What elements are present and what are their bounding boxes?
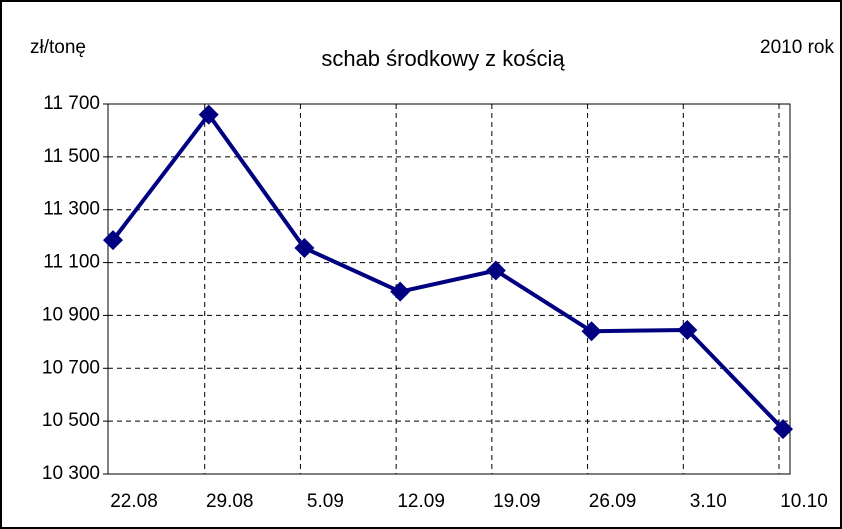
- x-tick-label: 12.09: [397, 491, 445, 512]
- marker: [773, 419, 793, 440]
- y-tick-label: 10 300: [42, 463, 100, 484]
- marker: [581, 321, 602, 342]
- y-tick-label: 11 500: [43, 146, 100, 167]
- x-tick-label: 3.10: [690, 491, 727, 512]
- x-tick-label: 22.08: [110, 491, 158, 512]
- line: [111, 112, 785, 431]
- x-tick-label: 26.09: [589, 491, 637, 512]
- y-tick-label: 11 100: [43, 252, 100, 273]
- marker: [390, 281, 411, 302]
- y-tick-label: 10 900: [42, 304, 100, 325]
- y-tick-label: 11 300: [43, 199, 100, 220]
- y-tick-label: 10 700: [42, 357, 100, 378]
- y-axis-label: zł/tonę: [30, 37, 86, 58]
- x-tick-label: 10.10: [780, 491, 828, 512]
- x-tick-label: 5.09: [307, 491, 344, 512]
- marker: [485, 260, 506, 281]
- annotation: 2010 rok: [760, 37, 834, 58]
- marker: [198, 104, 219, 125]
- x-tick-label: 19.09: [493, 491, 541, 512]
- y-tick-label: 10 500: [42, 410, 100, 431]
- marker: [103, 230, 123, 251]
- x-tick-label: 29.08: [206, 491, 254, 512]
- marker: [677, 319, 698, 340]
- chart-title: schab środkowy z kością: [321, 46, 565, 71]
- plot-area: [107, 103, 791, 475]
- marker: [294, 238, 315, 259]
- y-tick-label: 11 700: [43, 93, 100, 114]
